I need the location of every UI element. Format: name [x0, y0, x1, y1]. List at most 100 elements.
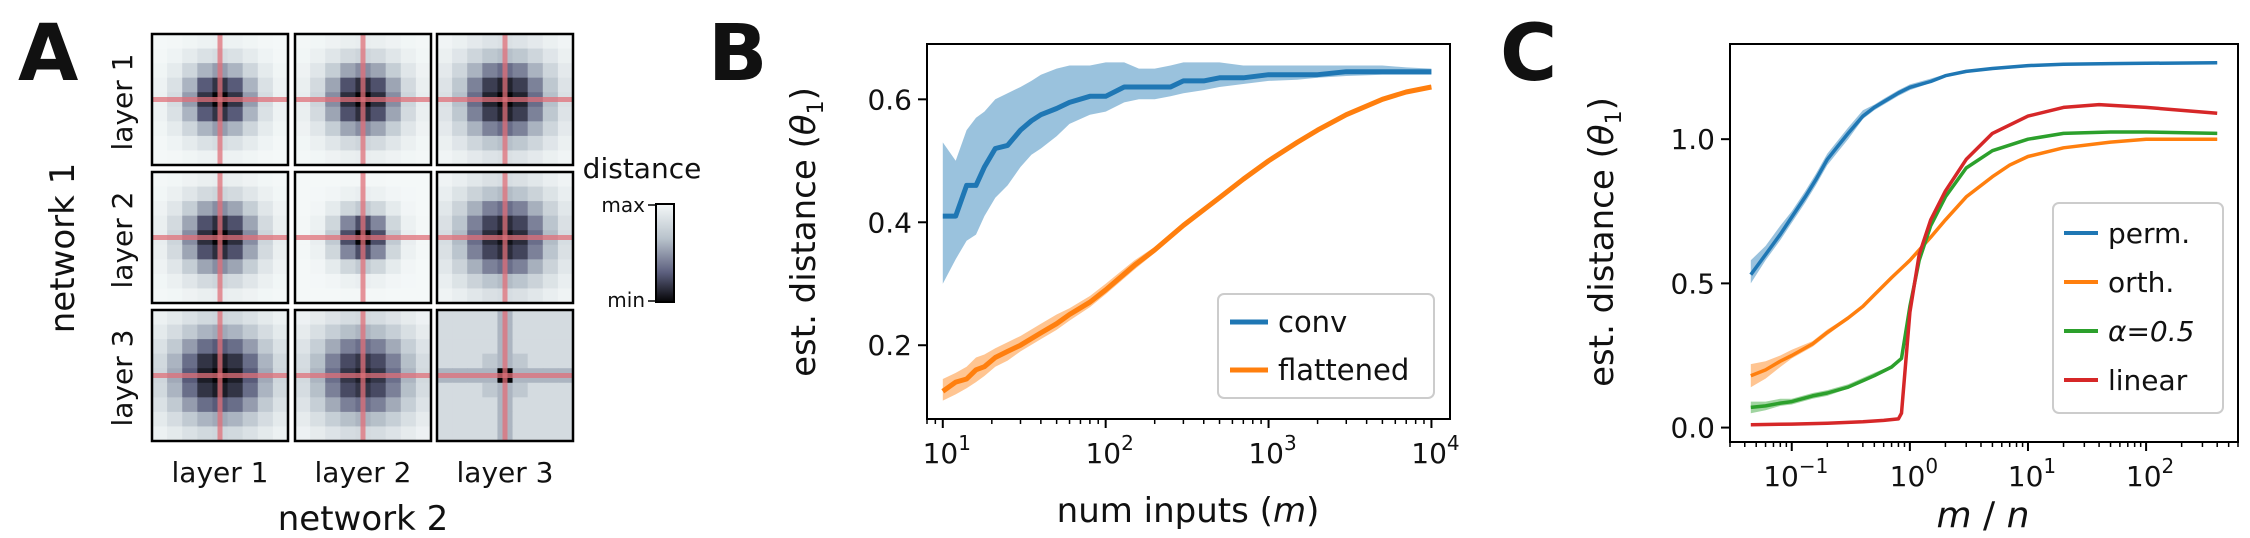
- heatmap-pixel: [295, 106, 311, 122]
- heatmap-pixel: [385, 186, 402, 202]
- heatmap-pixel: [385, 63, 402, 79]
- heatmap-pixel: [295, 310, 311, 326]
- heatmap-cell-3-3: [435, 308, 575, 443]
- heatmap-pixel: [325, 34, 341, 50]
- heatmap-pixel: [167, 244, 183, 260]
- y-tick-label: 1.0: [1670, 123, 1715, 156]
- heatmap-pixel: [452, 172, 468, 188]
- heatmap-pixel: [542, 201, 559, 217]
- heatmap-pixel: [482, 201, 499, 217]
- heatmap-pixel: [310, 288, 326, 304]
- heatmap-pixel: [182, 48, 198, 64]
- x-tick-label: 101: [2008, 454, 2056, 493]
- colorbar-min-label: min: [607, 288, 645, 312]
- heatmap-pixel: [385, 244, 402, 260]
- heatmap-pixel: [197, 201, 214, 217]
- heatmap-pixel: [272, 353, 289, 369]
- heatmap-pixel: [542, 150, 559, 166]
- heatmap-pixel: [400, 186, 417, 202]
- heatmap-pixel: [310, 201, 326, 217]
- heatmap-pixel: [437, 121, 453, 137]
- heatmap-pixel: [272, 288, 289, 304]
- heatmap-pixel: [452, 106, 468, 122]
- heatmap-pixel: [325, 186, 341, 202]
- heatmap-pixel: [415, 201, 432, 217]
- heatmap-pixel: [197, 186, 214, 202]
- heatmap-pixel: [527, 273, 544, 290]
- heatmap-pixel: [340, 288, 357, 304]
- heatmap-pixel: [242, 150, 259, 166]
- heatmap-pixel: [557, 353, 574, 369]
- heatmap-pixel: [182, 34, 198, 50]
- y-tick-label: 0.6: [867, 83, 912, 116]
- heatmap-pixel: [340, 48, 357, 64]
- heatmap-pixel: [437, 411, 453, 428]
- heatmap-pixel: [415, 244, 432, 260]
- heatmap-pixel: [340, 273, 357, 290]
- heatmap-pixel: [482, 77, 499, 93]
- heatmap-pixel: [325, 121, 341, 137]
- panel-b-legend-box: [1217, 293, 1435, 399]
- heatmap-pixel: [452, 259, 468, 275]
- heatmap-pixel: [182, 426, 198, 442]
- heatmap-pixel: [227, 324, 244, 340]
- heatmap-pixel: [152, 273, 168, 290]
- heatmap-pixel: [227, 339, 244, 355]
- heatmap-pixel: [242, 201, 259, 217]
- heatmap-cell-frame: [150, 308, 290, 443]
- heatmap-pixel: [400, 121, 417, 137]
- heatmap-pixel: [557, 172, 574, 188]
- heatmap-pixel: [482, 259, 499, 275]
- heatmap-pixel: [340, 426, 357, 442]
- heatmap-pixel: [437, 273, 453, 290]
- heatmap-pixel: [227, 121, 244, 137]
- heatmap-pixel: [167, 77, 183, 93]
- heatmap-pixel: [325, 273, 341, 290]
- heatmap-pixel: [482, 397, 499, 413]
- heatmap-pixel: [370, 77, 387, 93]
- heatmap-pixel: [295, 186, 311, 202]
- heatmap-pixel: [310, 353, 326, 369]
- panel-b-chart: 0.2 0.4 0.6 101 102 103 104 est. distance (θ1)…: [784, 43, 1460, 531]
- heatmap-pixel: [527, 324, 544, 340]
- heatmap-pixel: [295, 48, 311, 64]
- heatmap-pixel: [415, 397, 432, 413]
- heatmap-pixel: [452, 121, 468, 137]
- heatmap-pixel: [557, 259, 574, 275]
- heatmap-pixel: [400, 324, 417, 340]
- heatmap-pixel: [400, 63, 417, 79]
- heatmap-pixel: [415, 411, 432, 428]
- heatmap-pixel: [257, 353, 274, 369]
- heatmap-pixel: [242, 273, 259, 290]
- heatmap-pixel: [527, 215, 544, 231]
- heatmap-pixel: [257, 34, 274, 50]
- heatmap-pixel: [385, 310, 402, 326]
- heatmap-pixel: [227, 172, 244, 188]
- heatmap-pixel: [482, 411, 499, 428]
- heatmap-pixel: [295, 172, 311, 188]
- heatmap-pixel: [437, 288, 453, 304]
- heatmap-pixel: [437, 259, 453, 275]
- heatmap-pixel: [227, 244, 244, 260]
- heatmap-pixel: [557, 201, 574, 217]
- heatmap-pixel: [437, 353, 453, 369]
- x-tick-label: 103: [1248, 431, 1296, 470]
- heatmap-pixel: [512, 77, 529, 93]
- heatmap-pixel: [482, 339, 499, 355]
- heatmap-pixel: [227, 259, 244, 275]
- heatmap-pixel: [295, 411, 311, 428]
- heatmap-pixel: [340, 259, 357, 275]
- heatmap-pixel: [385, 382, 402, 398]
- heatmap-pixel: [557, 77, 574, 93]
- y-tick-label: 0.5: [1670, 267, 1715, 300]
- heatmap-pixel: [182, 353, 198, 369]
- heatmap-pixel: [182, 150, 198, 166]
- heatmap-pixel: [257, 135, 274, 152]
- heatmap-pixel: [197, 259, 214, 275]
- heatmap-pixel: [325, 339, 341, 355]
- row-label-1: layer 1: [106, 54, 139, 151]
- heatmap-pixel: [272, 106, 289, 122]
- heatmap-pixel: [182, 215, 198, 231]
- heatmap-pixel: [557, 397, 574, 413]
